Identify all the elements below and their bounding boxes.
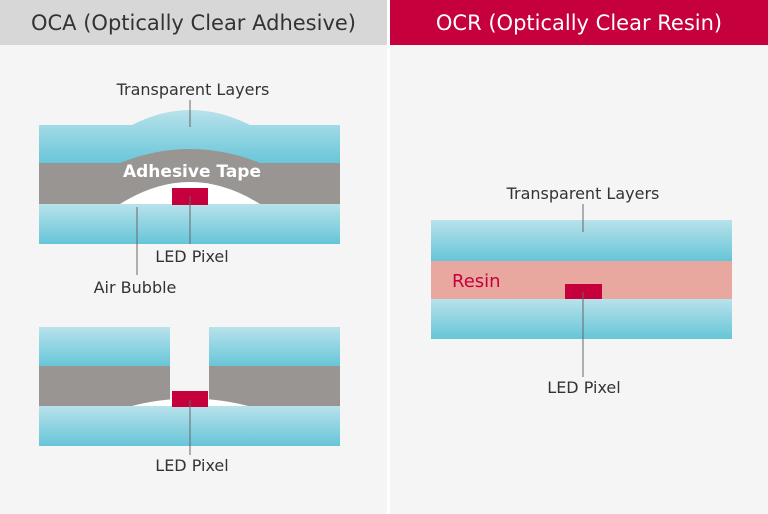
- adhesive-left: [39, 366, 170, 407]
- led-pixel-label: LED Pixel: [547, 378, 620, 397]
- transparent-layers-label: Transparent Layers: [506, 184, 660, 203]
- ocr-header: OCR (Optically Clear Resin): [390, 0, 768, 45]
- resin-label: Resin: [452, 271, 501, 292]
- oca-top-stack: Transparent Layers Adhesive Tape LED Pix…: [39, 80, 340, 297]
- air-bubble-label: Air Bubble: [94, 278, 177, 297]
- transparent-layers-label: Transparent Layers: [116, 80, 270, 99]
- led-pixel-label: LED Pixel: [155, 456, 228, 475]
- top-glass-right: [209, 327, 340, 367]
- ocr-stack: Transparent Layers Resin LED Pixel: [431, 184, 732, 397]
- led-pixel: [172, 391, 208, 407]
- top-glass-layer: [39, 110, 340, 165]
- ocr-title: OCR (Optically Clear Resin): [435, 10, 723, 35]
- oca-header: OCA (Optically Clear Adhesive): [0, 0, 387, 45]
- oca-bottom-stack: LED Pixel: [39, 327, 340, 475]
- adhesive-right: [209, 366, 340, 407]
- top-glass-left: [39, 327, 170, 367]
- led-pixel: [565, 284, 602, 299]
- bottom-glass-layer: [431, 299, 732, 339]
- adhesive-tape-layer: [39, 149, 340, 204]
- led-pixel-label: LED Pixel: [155, 247, 228, 266]
- adhesive-tape-label: Adhesive Tape: [123, 162, 261, 182]
- top-glass-layer: [431, 220, 732, 261]
- oca-title: OCA (Optically Clear Adhesive): [30, 10, 356, 35]
- panel-divider: [387, 0, 390, 514]
